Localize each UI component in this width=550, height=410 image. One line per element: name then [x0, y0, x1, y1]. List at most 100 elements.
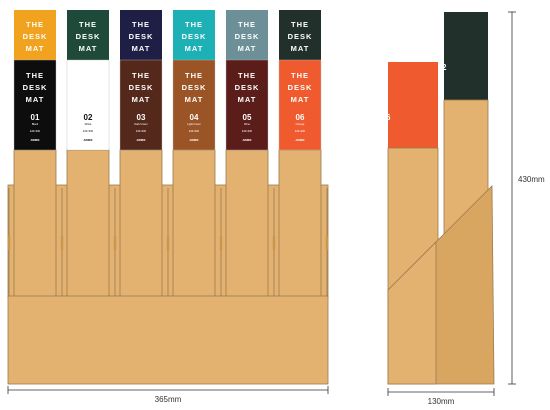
card-body — [13, 59, 57, 151]
depth-dimension: 130mm — [387, 388, 495, 406]
card-band-title-line: THE — [238, 20, 256, 29]
slot-divider-joint — [166, 236, 170, 250]
card-color-name: Dark brown — [134, 122, 148, 126]
card-body-title-line: DESK — [182, 83, 207, 92]
card-body-title-line: DESK — [129, 83, 154, 92]
card-band-title-line: THE — [291, 20, 309, 29]
card-top-band — [226, 10, 268, 60]
card-top-band — [173, 10, 215, 60]
slot-divider-joint — [219, 236, 223, 250]
card-body-title-line: MAT — [185, 95, 204, 104]
card-band-title-line: THE — [132, 20, 150, 29]
card-body-title-line: THE — [238, 71, 256, 80]
card-body-title-line: DESK — [23, 83, 48, 92]
card-brand-mark: AIRMIX — [136, 138, 145, 142]
card-band-title-line: DESK — [23, 32, 48, 41]
slot-divider-joint — [325, 236, 329, 250]
card-band-title-line: MAT — [79, 44, 98, 53]
card-color-name: Orange — [296, 122, 305, 126]
side-back-card-band — [444, 12, 488, 102]
card-brand-mark: AIRMIX — [242, 138, 251, 142]
card-body-title-line: MAT — [132, 95, 151, 104]
slot-divider-joint — [7, 236, 11, 250]
side-view: 2 6 — [386, 12, 495, 385]
side-front-card-number: 6 — [386, 113, 391, 122]
card-band-title-line: MAT — [238, 44, 257, 53]
slot-divider-joint — [60, 236, 64, 250]
card-brand-mark: AIRMIX — [189, 138, 198, 142]
card-number: 05 — [243, 113, 252, 122]
card-band-title-line: MAT — [132, 44, 151, 53]
card-size: 420×300 — [30, 129, 41, 133]
card-wood-slat — [172, 149, 216, 301]
card-brand-mark: AIRMIX — [83, 138, 92, 142]
slot-divider-joint — [272, 236, 276, 250]
card-size: 420×300 — [83, 129, 94, 133]
card-color-name: Black — [32, 122, 39, 126]
card-band-title-line: MAT — [26, 44, 45, 53]
card-brand-mark: AIRMIX — [295, 138, 304, 142]
card-band-title-line: DESK — [182, 32, 207, 41]
depth-dimension-label: 130mm — [428, 397, 455, 406]
card-number: 06 — [296, 113, 305, 122]
width-dimension-label: 365mm — [155, 395, 182, 404]
card-body-title-line: DESK — [76, 83, 101, 92]
card-number: 02 — [84, 113, 93, 122]
card-color-name: White — [85, 122, 92, 126]
slot-divider-joint — [113, 236, 117, 250]
card-band-title-line: DESK — [76, 32, 101, 41]
card-body-title-line: MAT — [291, 95, 310, 104]
card-top-band — [279, 10, 321, 60]
card-band-title-line: MAT — [185, 44, 204, 53]
card-body — [278, 59, 322, 151]
card-band-title-line: DESK — [235, 32, 260, 41]
card-body-title-line: THE — [79, 71, 97, 80]
card-size: 420×300 — [136, 129, 147, 133]
card-body — [172, 59, 216, 151]
side-back-card-number: 2 — [442, 63, 447, 72]
card-band-title-line: THE — [185, 20, 203, 29]
width-dimension: 365mm — [7, 386, 329, 404]
card-top-band — [120, 10, 162, 60]
card-body-title-line: THE — [26, 71, 44, 80]
card-band-title-line: MAT — [291, 44, 310, 53]
card-wood-slat — [13, 149, 57, 301]
card-body-title-line: MAT — [26, 95, 45, 104]
card-wood-slat — [66, 149, 110, 301]
card-body-title-line: THE — [291, 71, 309, 80]
card-body — [66, 59, 110, 151]
card-body-title-line: MAT — [238, 95, 257, 104]
card-band-title-line: THE — [79, 20, 97, 29]
card-body-title-line: THE — [185, 71, 203, 80]
card-wood-slat — [119, 149, 163, 301]
card-band-title-line: DESK — [288, 32, 313, 41]
height-dimension-label: 430mm — [518, 175, 545, 184]
card-size: 420×300 — [295, 129, 306, 133]
card-color-name: Wine — [244, 122, 250, 126]
card-band-title-line: THE — [26, 20, 44, 29]
card-body-title-line: DESK — [235, 83, 260, 92]
card-wood-slat — [225, 149, 269, 301]
card-body-title-line: MAT — [79, 95, 98, 104]
card-wood-slat — [278, 149, 322, 301]
height-dimension: 430mm — [508, 11, 545, 385]
stand-front-panel — [7, 295, 329, 385]
card-body-title-line: DESK — [288, 83, 313, 92]
card-size: 420×300 — [242, 129, 253, 133]
card-body-title-line: THE — [132, 71, 150, 80]
card-number: 03 — [137, 113, 146, 122]
side-front-face — [387, 241, 437, 385]
card-top-band — [14, 10, 56, 60]
card-band-title-line: DESK — [129, 32, 154, 41]
card-body — [119, 59, 163, 151]
card-number: 04 — [190, 113, 199, 122]
